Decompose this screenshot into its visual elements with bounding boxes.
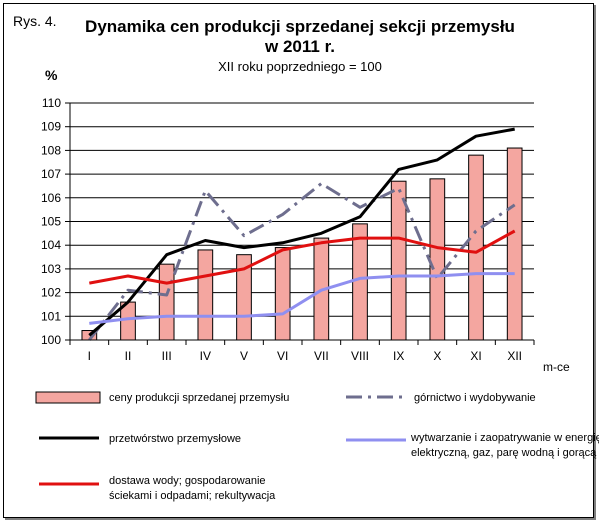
bars (81, 147, 523, 341)
x-tick-label: XII (507, 349, 522, 363)
legend-label-energy-line1: wytwarzanie i zaopatrywanie w energię (410, 432, 599, 444)
x-tick-label: VI (277, 349, 288, 363)
figure-frame (3, 3, 594, 518)
legend: ceny produkcji sprzedanej przemysłu górn… (35, 391, 599, 502)
y-tick-label: 103 (41, 262, 61, 276)
y-tick-labels: 100 101 102 103 104 105 106 107 108 109 110 (41, 96, 61, 347)
series-line-4 (89, 229, 516, 285)
series-line-3 (89, 272, 515, 325)
y-tick-label: 105 (41, 215, 61, 229)
x-tick-label: III (162, 349, 172, 363)
y-tick-label: 109 (41, 120, 61, 134)
x-tick-label: X (433, 349, 441, 363)
x-tick-label: I (88, 349, 91, 363)
axes (69, 103, 535, 345)
x-tick-label: II (125, 349, 132, 363)
chart-title: Dynamika cen produkcji sprzedanej sekcji… (85, 17, 515, 36)
x-tick-label: VII (314, 349, 329, 363)
x-axis-label: m-ce (543, 360, 570, 374)
bar (197, 249, 214, 341)
bar (429, 178, 446, 341)
legend-label-water-line2: ściekami i odpadami; rekultywacja (109, 490, 276, 502)
series-lines (88, 127, 516, 341)
legend-label-mining: górnictwo i wydobywanie (414, 392, 536, 404)
series-line-2 (88, 127, 515, 337)
legend-label-energy-line2: elektryczną, gaz, parę wodną i gorącą wo… (411, 447, 599, 459)
y-tick-label: 100 (41, 333, 61, 347)
bar (506, 147, 523, 341)
y-tick-label: 101 (41, 309, 61, 323)
bar (352, 223, 368, 341)
x-tick-labels: I II III IV V VI VII VIII IX X XI XII (88, 349, 522, 363)
x-tick-label: XI (470, 349, 481, 363)
bar (468, 154, 484, 341)
y-tick-label: 110 (42, 96, 61, 110)
legend-label-manufacturing: przetwórstwo przemysłowe (109, 433, 241, 445)
y-axis-label: % (45, 67, 58, 83)
legend-label-bar: ceny produkcji sprzedanej przemysłu (109, 392, 289, 404)
x-tick-label: IV (200, 349, 211, 363)
x-tick-label: IX (393, 349, 404, 363)
y-tick-label: 108 (41, 143, 61, 157)
y-tick-label: 107 (41, 167, 61, 181)
y-tick-label: 106 (41, 191, 61, 205)
series-line-1 (88, 182, 516, 341)
bar (158, 263, 175, 341)
bar (274, 247, 291, 341)
x-tick-label: VIII (351, 349, 369, 363)
y-tick-label: 102 (41, 286, 61, 300)
legend-swatch-bar (35, 391, 101, 404)
legend-label-water-line1: dostawa wody; gospodarowanie (109, 475, 266, 487)
bar (390, 180, 407, 341)
figure-label: Rys. 4. (13, 13, 57, 29)
x-tick-label: V (240, 349, 248, 363)
chart-subtitle: XII roku poprzedniego = 100 (218, 59, 382, 74)
y-tick-label: 104 (41, 238, 61, 252)
chart-title-line2: w 2011 r. (264, 37, 335, 56)
